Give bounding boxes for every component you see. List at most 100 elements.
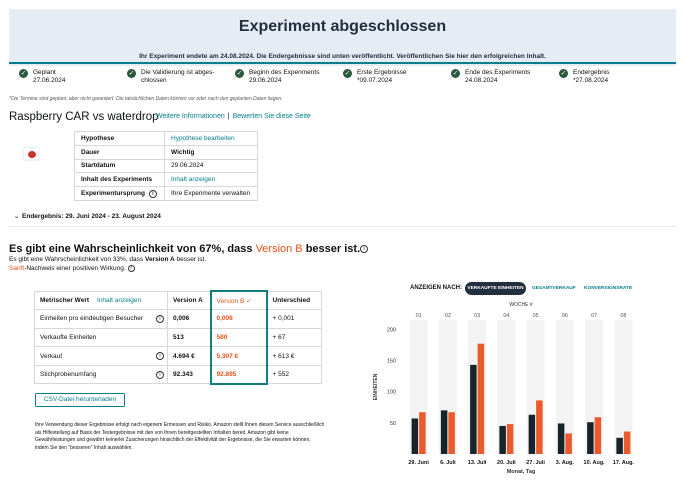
info-row: Dauer Wichtig	[74, 144, 258, 160]
evidence-text: -Nachweis einer positiven Wirkung.	[24, 265, 126, 273]
show-content-link[interactable]: Inhalt anzeigen	[97, 296, 142, 304]
metric-header-cell: Metrischer Wert Inhalt anzeigen	[34, 290, 168, 311]
step-title: Die Validierung ist abges-	[141, 69, 215, 76]
metric-header: Metrischer Wert	[40, 296, 90, 304]
view-total-sales-tab[interactable]: GESAMTVERKAUF	[532, 286, 576, 291]
chevron-down-icon: ⌄	[14, 214, 20, 220]
x-tick-label: 6. Juli	[440, 460, 456, 466]
evidence-level: Sanft	[9, 265, 25, 273]
more-info-link[interactable]: Weitere Informationen	[156, 113, 225, 120]
info-icon[interactable]: i	[148, 189, 157, 198]
probability-headline: Es gibt eine Wahrscheinlichkeit von 67%,…	[9, 243, 369, 255]
difference-value: + 552	[266, 365, 322, 385]
y-tick-label: 50	[390, 421, 396, 427]
experiment-title: Raspberry CAR vs waterdrop	[9, 111, 159, 123]
bar-version-a	[528, 414, 536, 454]
bar-version-b	[506, 424, 514, 454]
view-conversion-rate-tab[interactable]: KONVERSIONSRATE	[584, 286, 633, 291]
sub-suffix: besser ist.	[174, 256, 207, 263]
step-date: 24.08.2024	[465, 77, 498, 84]
y-tick-label: 100	[387, 390, 396, 396]
check-icon: ✓	[343, 69, 352, 78]
y-tick-label: 200	[387, 327, 396, 333]
info-value: Ihre Experimente verwalten	[164, 186, 258, 201]
view-by-label: ANZEIGEN NACH:	[410, 285, 462, 291]
bar-version-b	[623, 431, 631, 454]
metrics-header-row: Metrischer Wert Inhalt anzeigen Version A…	[34, 290, 322, 311]
schedule-note: *Die Termine sind geplant, aber nicht ga…	[9, 96, 283, 102]
download-csv-button[interactable]: CSV-Datei herunterladen	[35, 393, 125, 407]
week-tick-label: 03	[474, 313, 480, 319]
check-icon: ✓	[451, 69, 460, 78]
units-sold-chart: WOCHE # 01 29. Juni 02 6. Juli 03 13. Juli 04 20…	[373, 302, 634, 475]
check-icon: ✓	[559, 69, 568, 78]
version-a-value: 0,006	[167, 309, 211, 329]
metric-name-cell: Einheiten pro eindeutigen Besucher i	[34, 309, 168, 329]
difference-header: Unterschied	[266, 290, 322, 311]
x-tick-label: 20. Juli	[497, 460, 516, 466]
difference-value: + 0,001	[266, 309, 322, 329]
view-units-sold-tab[interactable]: VERKAUFTE EINHEITEN	[465, 282, 526, 295]
info-key: Startdatum	[74, 158, 165, 174]
info-value: 29.06.2024	[164, 158, 258, 174]
timeline-step: ✓ Die Validierung ist abges- chlossen	[117, 68, 225, 94]
timeline-step: ✓ Endergebnis *27.08.2024	[549, 68, 657, 94]
top-axis-label: WOCHE #	[509, 302, 533, 308]
bar-version-b	[448, 412, 455, 454]
rate-page-link[interactable]: Bewerten Sie diese Seite	[232, 113, 311, 120]
info-key-cell: Experimentursprung i	[74, 186, 165, 201]
step-date: *09.07.2024	[357, 77, 393, 84]
info-icon[interactable]: i	[156, 370, 164, 379]
bar-version-a	[587, 422, 594, 454]
divider	[9, 226, 676, 227]
metric-name: Verkauf	[40, 352, 63, 360]
week-tick-label: 07	[591, 313, 597, 319]
sub-version: Version A	[144, 256, 175, 263]
metrics-table: Metrischer Wert Inhalt anzeigen Version A…	[34, 290, 322, 385]
info-icon[interactable]: i	[156, 315, 164, 324]
bar-version-b	[419, 412, 426, 454]
info-icon[interactable]: i	[156, 352, 164, 361]
x-tick-label: 29. Juni	[408, 460, 429, 466]
bar-version-b	[594, 417, 602, 454]
difference-value: + 67	[266, 328, 322, 348]
info-row: Experimentursprung i Ihre Experimente ver…	[74, 186, 258, 201]
info-row: Hypothese Hypothese bearbeiten	[74, 131, 258, 146]
check-icon: ✓	[235, 69, 244, 78]
bar-version-b	[477, 343, 485, 454]
info-icon[interactable]: i	[127, 265, 135, 272]
banner-subtitle: Ihr Experiment endete am 24.08.2024. Die…	[139, 53, 546, 60]
step-date: 27.06.2024	[33, 77, 66, 84]
product-thumbnail	[23, 147, 39, 161]
metric-name-cell: Verkauf i	[34, 346, 168, 366]
table-row: Verkauf i 4.694 € 5.307 € + 613 €	[34, 346, 322, 366]
probability-sub: Es gibt eine Wahrscheinlichkeit von 33%,…	[9, 256, 206, 263]
check-icon: ✓	[19, 69, 28, 78]
metric-name: Stichprobenumfang	[40, 371, 97, 379]
x-axis-label: Monat, Tag	[507, 469, 536, 475]
headline-suffix: besser ist.	[302, 243, 361, 255]
step-date: *27.08.2024	[573, 77, 609, 84]
bar-version-a	[470, 364, 477, 454]
table-row: Einheiten pro eindeutigen Besucher i 0,00…	[34, 309, 322, 329]
x-tick-label: 13. Juli	[468, 460, 487, 466]
bar-version-a	[499, 425, 506, 454]
info-key: Dauer	[74, 144, 165, 160]
week-tick-label: 01	[416, 313, 422, 319]
info-key: Experimentursprung	[81, 189, 145, 197]
version-b-value: 92.895	[209, 365, 268, 385]
step-title: Ende des Experiments	[465, 69, 531, 76]
metric-name: Verkaufte Einheiten	[34, 328, 168, 348]
final-result-toggle[interactable]: ⌄ Endergebnis: 29. Juni 2024 - 23. August…	[14, 213, 161, 220]
version-b-value: 5.307 €	[209, 346, 268, 366]
week-tick-label: 05	[533, 313, 539, 319]
info-icon[interactable]: i	[360, 245, 369, 254]
version-a-value: 92.343	[167, 365, 211, 385]
experiment-info-table: Hypothese Hypothese bearbeiten Dauer Wic…	[74, 131, 258, 201]
show-content-link[interactable]: Inhalt anzeigen	[164, 172, 258, 188]
banner-title: Experiment abgeschlossen	[238, 18, 447, 35]
edit-hypothesis-link[interactable]: Hypothese bearbeiten	[164, 131, 258, 146]
week-tick-label: 04	[503, 313, 509, 319]
week-band	[555, 320, 574, 454]
step-title: Endergebnis	[573, 69, 610, 76]
